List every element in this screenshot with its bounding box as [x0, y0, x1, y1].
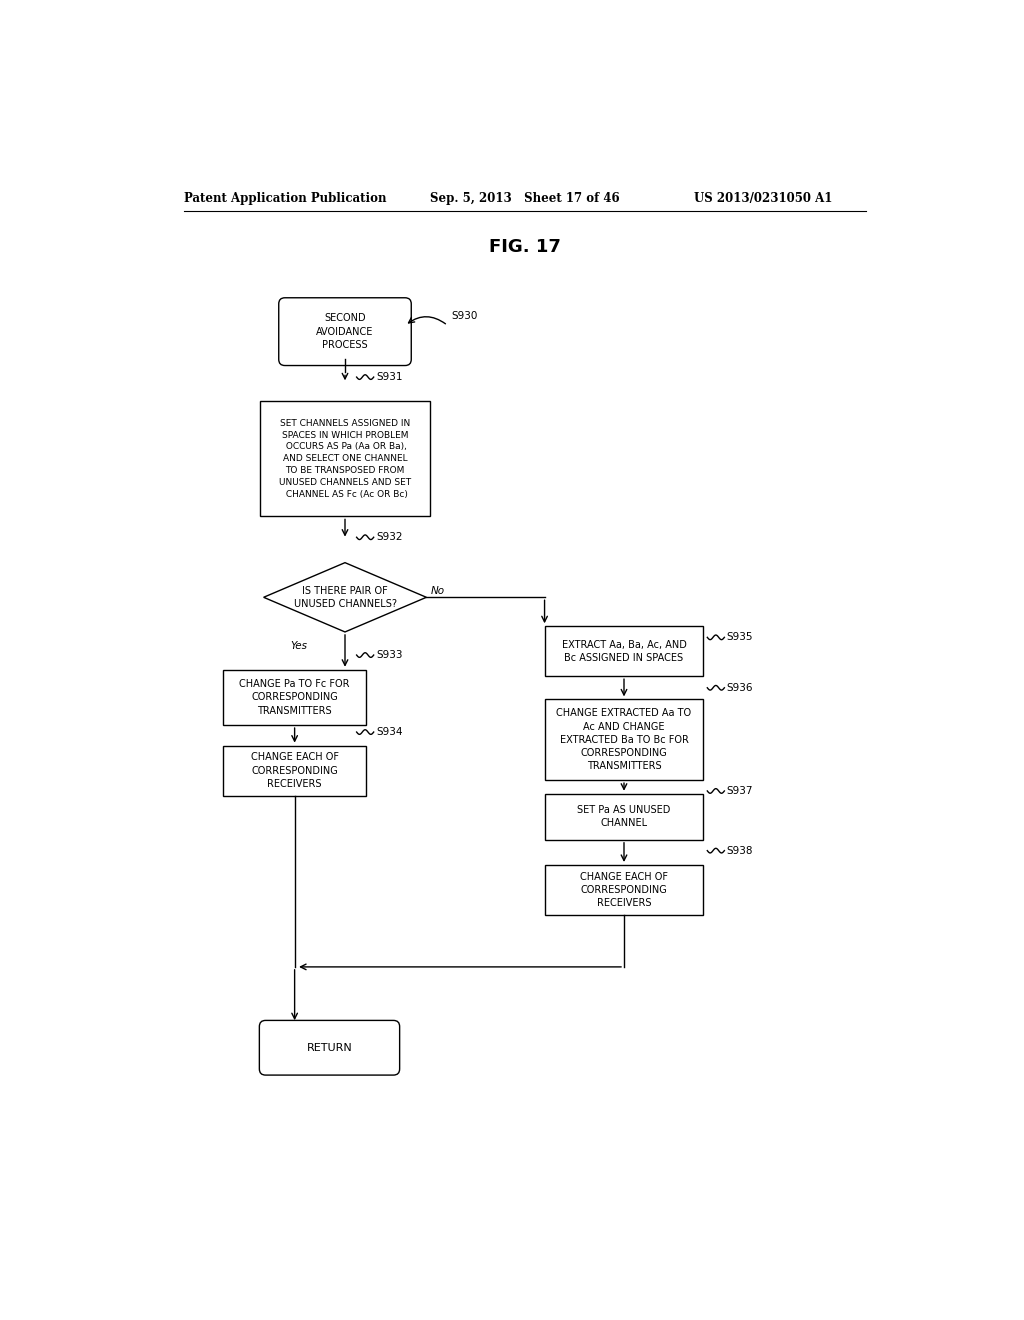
- Text: S932: S932: [376, 532, 402, 543]
- Text: S934: S934: [376, 727, 402, 737]
- Text: S935: S935: [727, 632, 754, 643]
- Text: Patent Application Publication: Patent Application Publication: [183, 191, 386, 205]
- Text: SET Pa AS UNUSED
CHANNEL: SET Pa AS UNUSED CHANNEL: [578, 805, 671, 829]
- Text: S938: S938: [727, 846, 754, 855]
- Text: S931: S931: [376, 372, 402, 381]
- Bar: [260, 401, 430, 516]
- Bar: [545, 626, 703, 676]
- FancyBboxPatch shape: [259, 1020, 399, 1074]
- Text: SECOND
AVOIDANCE
PROCESS: SECOND AVOIDANCE PROCESS: [316, 313, 374, 350]
- Text: RETURN: RETURN: [306, 1043, 352, 1053]
- Text: US 2013/0231050 A1: US 2013/0231050 A1: [693, 191, 833, 205]
- Polygon shape: [263, 562, 426, 632]
- Text: SET CHANNELS ASSIGNED IN
SPACES IN WHICH PROBLEM
 OCCURS AS Pa (Aa OR Ba),
AND S: SET CHANNELS ASSIGNED IN SPACES IN WHICH…: [279, 418, 411, 499]
- Bar: [545, 865, 703, 915]
- FancyBboxPatch shape: [279, 298, 412, 366]
- Text: CHANGE EACH OF
CORRESPONDING
RECEIVERS: CHANGE EACH OF CORRESPONDING RECEIVERS: [251, 752, 339, 789]
- Text: CHANGE EACH OF
CORRESPONDING
RECEIVERS: CHANGE EACH OF CORRESPONDING RECEIVERS: [580, 871, 668, 908]
- Bar: [545, 700, 703, 780]
- Text: EXTRACT Aa, Ba, Ac, AND
Bc ASSIGNED IN SPACES: EXTRACT Aa, Ba, Ac, AND Bc ASSIGNED IN S…: [561, 640, 686, 663]
- Text: CHANGE Pa TO Fc FOR
CORRESPONDING
TRANSMITTERS: CHANGE Pa TO Fc FOR CORRESPONDING TRANSM…: [240, 680, 350, 715]
- Text: S930: S930: [452, 312, 478, 321]
- Bar: [223, 746, 367, 796]
- Text: Sep. 5, 2013   Sheet 17 of 46: Sep. 5, 2013 Sheet 17 of 46: [430, 191, 620, 205]
- Bar: [223, 669, 367, 725]
- Text: S933: S933: [376, 649, 402, 660]
- Bar: [545, 793, 703, 840]
- Text: CHANGE EXTRACTED Aa TO
Ac AND CHANGE
EXTRACTED Ba TO Bc FOR
CORRESPONDING
TRANSM: CHANGE EXTRACTED Aa TO Ac AND CHANGE EXT…: [556, 709, 691, 771]
- Text: No: No: [430, 586, 444, 597]
- Text: Yes: Yes: [290, 640, 307, 651]
- Text: S937: S937: [727, 785, 754, 796]
- Text: S936: S936: [727, 682, 754, 693]
- Text: IS THERE PAIR OF
UNUSED CHANNELS?: IS THERE PAIR OF UNUSED CHANNELS?: [294, 586, 396, 609]
- Text: FIG. 17: FIG. 17: [488, 238, 561, 256]
